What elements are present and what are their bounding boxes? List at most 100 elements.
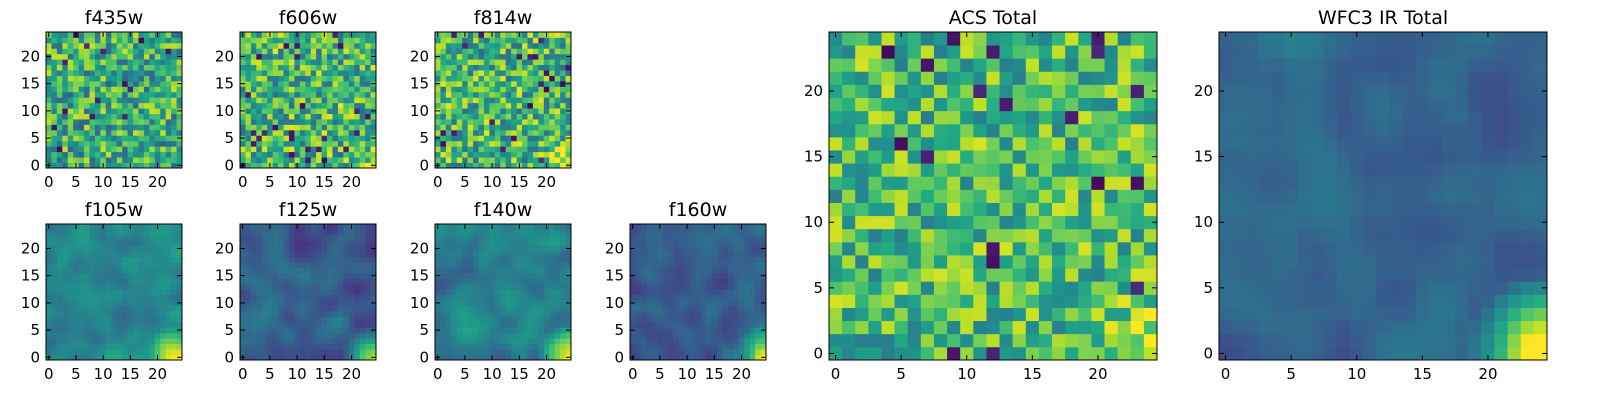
heatmap-cell bbox=[651, 251, 658, 258]
heatmap-cell bbox=[451, 327, 458, 334]
heatmap-cell bbox=[483, 256, 490, 263]
panel-title: f814w bbox=[474, 7, 533, 29]
heatmap-cell bbox=[478, 256, 485, 263]
heatmap-cell bbox=[522, 321, 528, 328]
heatmap-cell bbox=[84, 59, 90, 66]
heatmap-cell bbox=[89, 42, 96, 49]
heatmap-cell bbox=[532, 283, 539, 290]
heatmap-cell bbox=[343, 113, 350, 120]
heatmap-cell bbox=[133, 316, 139, 323]
heatmap-cell bbox=[516, 157, 523, 163]
heatmap-cell bbox=[348, 311, 355, 317]
heatmap-cell bbox=[154, 86, 161, 93]
heatmap-cell bbox=[278, 80, 284, 87]
heatmap-cell bbox=[894, 346, 909, 361]
heatmap-cell bbox=[717, 354, 723, 361]
heatmap-cell bbox=[700, 343, 707, 350]
heatmap-cell bbox=[321, 53, 328, 60]
heatmap-cell bbox=[283, 37, 290, 44]
heatmap-cell bbox=[522, 37, 528, 44]
heatmap-cell bbox=[272, 53, 279, 60]
heatmap-cell bbox=[549, 119, 556, 125]
heatmap-cell bbox=[451, 42, 458, 49]
heatmap-cell bbox=[894, 189, 909, 203]
heatmap-cell bbox=[1078, 307, 1092, 322]
heatmap-cell bbox=[467, 256, 474, 263]
heatmap-cell bbox=[171, 70, 177, 76]
heatmap-cell bbox=[288, 327, 295, 334]
heatmap-cell bbox=[305, 53, 312, 60]
heatmap-cell bbox=[143, 75, 150, 82]
heatmap-cell bbox=[532, 289, 539, 296]
heatmap-cell bbox=[283, 321, 290, 328]
heatmap-cell bbox=[294, 108, 301, 114]
heatmap-cell bbox=[149, 245, 156, 252]
heatmap-cell bbox=[250, 343, 257, 350]
heatmap-cell bbox=[51, 102, 58, 109]
heatmap-cell bbox=[261, 305, 268, 312]
heatmap-cell bbox=[560, 70, 566, 76]
heatmap-cell bbox=[299, 37, 306, 44]
heatmap-cell bbox=[1038, 333, 1053, 348]
heatmap-cell bbox=[105, 256, 112, 263]
heatmap-cell bbox=[960, 228, 974, 243]
heatmap-cell bbox=[920, 202, 935, 217]
heatmap-cell bbox=[354, 59, 361, 66]
heatmap-cell bbox=[116, 37, 123, 44]
heatmap-cell bbox=[288, 48, 295, 55]
heatmap-cell bbox=[505, 245, 512, 252]
heatmap-cell bbox=[462, 251, 469, 258]
heatmap-cell bbox=[1104, 346, 1119, 361]
heatmap-cell bbox=[294, 75, 301, 82]
heatmap-cell bbox=[250, 162, 257, 169]
heatmap-cell bbox=[73, 42, 80, 49]
heatmap-cell bbox=[749, 251, 756, 258]
heatmap-cell bbox=[549, 135, 556, 142]
heatmap-cell bbox=[332, 59, 339, 66]
heatmap-cell bbox=[51, 162, 58, 169]
heatmap-cell bbox=[327, 262, 333, 268]
heatmap-cell bbox=[565, 316, 572, 323]
heatmap-cell bbox=[138, 321, 145, 328]
heatmap-cell bbox=[261, 59, 268, 66]
heatmap-cell bbox=[56, 349, 63, 355]
heatmap-cell bbox=[522, 354, 528, 361]
heatmap-cell bbox=[842, 307, 856, 322]
heatmap-cell bbox=[630, 240, 636, 247]
heatmap-cell bbox=[532, 240, 539, 247]
heatmap-cell bbox=[494, 354, 501, 361]
heatmap-cell bbox=[261, 311, 268, 317]
heatmap-cell bbox=[278, 300, 284, 306]
heatmap-cell bbox=[516, 332, 523, 339]
heatmap-cell bbox=[684, 272, 691, 279]
heatmap-cell bbox=[348, 119, 355, 125]
heatmap-cell bbox=[294, 140, 301, 147]
heatmap-cell bbox=[657, 321, 664, 328]
heatmap-cell bbox=[435, 86, 441, 93]
heatmap-cell bbox=[267, 42, 274, 49]
heatmap-cell bbox=[684, 305, 691, 312]
heatmap-cell bbox=[855, 333, 869, 348]
heatmap-cell bbox=[278, 97, 284, 104]
heatmap-cell bbox=[138, 224, 145, 230]
heatmap-cell bbox=[1025, 268, 1040, 282]
heatmap-cell bbox=[717, 343, 723, 350]
heatmap-cell bbox=[678, 294, 685, 301]
heatmap-cell bbox=[51, 229, 58, 236]
heatmap-cell bbox=[549, 91, 556, 98]
heatmap-cell bbox=[829, 346, 843, 361]
heatmap-cell bbox=[483, 224, 490, 230]
heatmap-cell bbox=[511, 343, 517, 350]
panel-title: f160w bbox=[669, 199, 728, 221]
heatmap-cell bbox=[359, 162, 366, 169]
heatmap-cell bbox=[640, 327, 647, 334]
heatmap-cell bbox=[478, 305, 485, 312]
heatmap-cell bbox=[522, 129, 528, 136]
heatmap-cell bbox=[133, 157, 139, 163]
heatmap-cell bbox=[706, 272, 712, 279]
heatmap-cell bbox=[327, 124, 333, 131]
heatmap-cell bbox=[89, 300, 96, 306]
heatmap-cell bbox=[640, 224, 647, 230]
heatmap-cell bbox=[267, 70, 274, 76]
heatmap-cell bbox=[272, 234, 279, 241]
